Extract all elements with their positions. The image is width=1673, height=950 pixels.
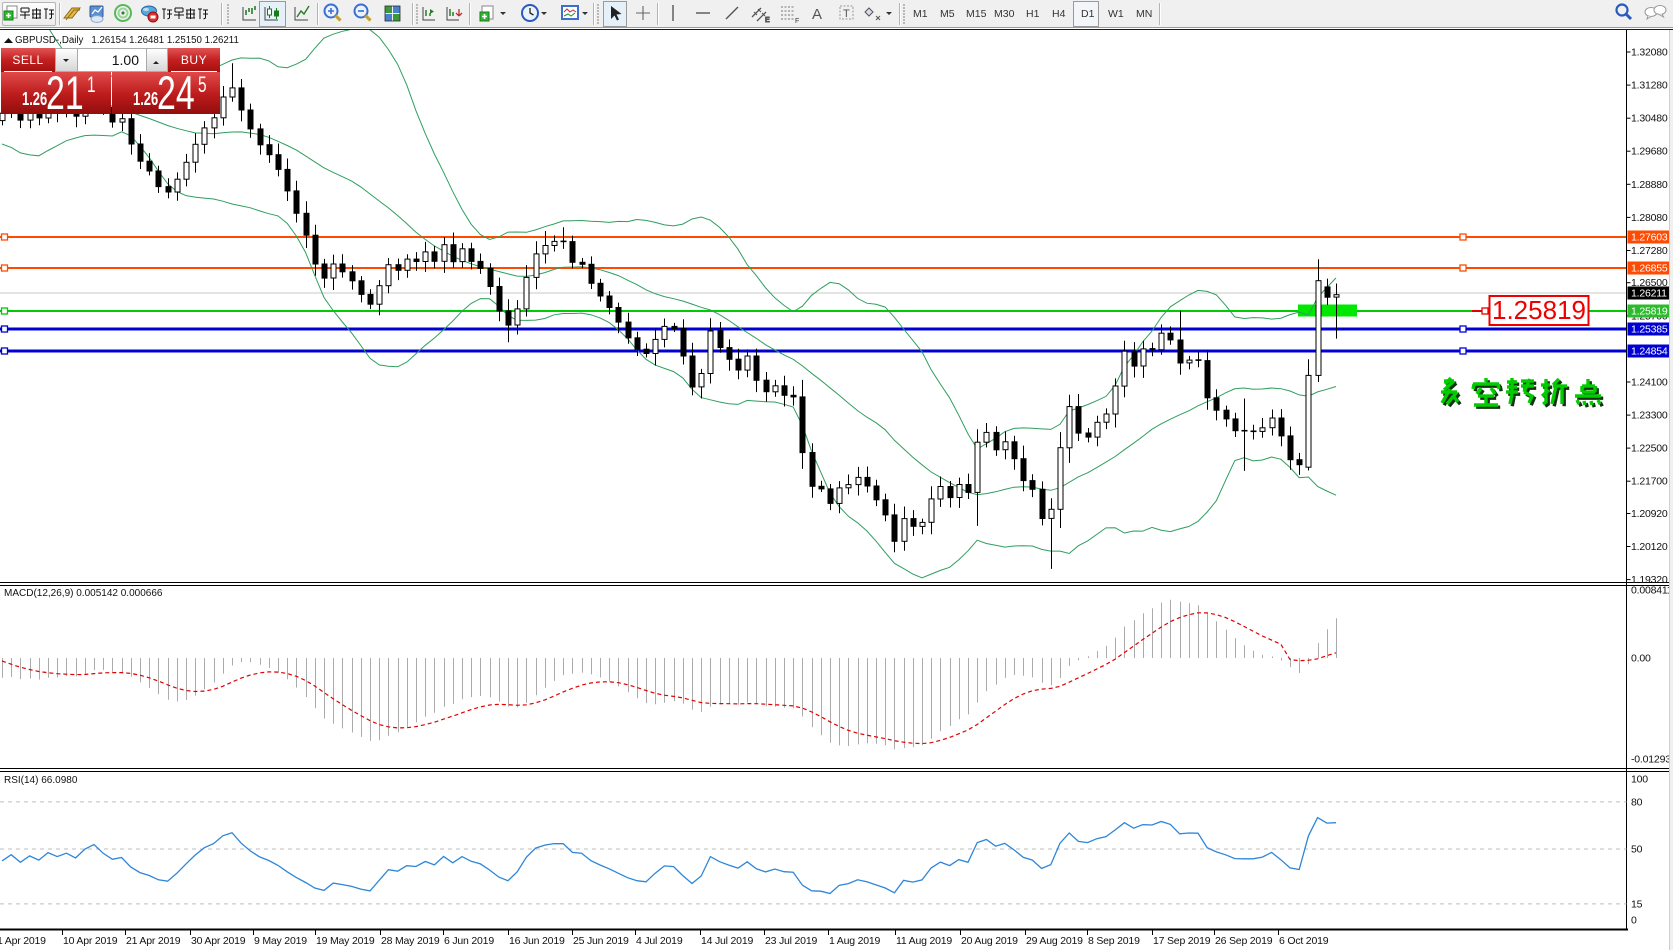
svg-text:F: F xyxy=(795,18,799,25)
svg-text:T: T xyxy=(843,8,850,20)
svg-text:MACD(12,26,9) 0.005142 0.00066: MACD(12,26,9) 0.005142 0.000666 xyxy=(4,588,163,599)
svg-text:28 May 2019: 28 May 2019 xyxy=(381,935,440,947)
svg-text:1.25385: 1.25385 xyxy=(1631,324,1668,336)
svg-text:1.24100: 1.24100 xyxy=(1631,377,1668,389)
svg-text:1.26855: 1.26855 xyxy=(1631,263,1668,275)
svg-text:1.24854: 1.24854 xyxy=(1631,346,1668,358)
svg-text:26 Sep 2019: 26 Sep 2019 xyxy=(1215,935,1273,947)
svg-text:1.25819: 1.25819 xyxy=(1492,295,1586,325)
svg-text:0.008411: 0.008411 xyxy=(1631,585,1673,597)
svg-text:15: 15 xyxy=(1631,899,1643,911)
svg-text:25 Jun 2019: 25 Jun 2019 xyxy=(573,935,629,947)
svg-text:1.29680: 1.29680 xyxy=(1631,146,1668,158)
svg-text:23 Jul 2019: 23 Jul 2019 xyxy=(765,935,817,947)
svg-text:1.22500: 1.22500 xyxy=(1631,443,1668,455)
svg-text:0: 0 xyxy=(1631,915,1637,927)
svg-text:80: 80 xyxy=(1631,797,1643,809)
svg-text:1.23300: 1.23300 xyxy=(1631,410,1668,422)
svg-text:0.00: 0.00 xyxy=(1631,653,1651,665)
svg-text:1.26211: 1.26211 xyxy=(1631,288,1667,300)
svg-text:21 Apr 2019: 21 Apr 2019 xyxy=(126,935,181,947)
svg-text:RSI(14) 66.0980: RSI(14) 66.0980 xyxy=(4,775,78,786)
svg-text:1.25819: 1.25819 xyxy=(1631,306,1668,318)
svg-text:9 May 2019: 9 May 2019 xyxy=(254,935,307,947)
svg-text:30 Apr 2019: 30 Apr 2019 xyxy=(191,935,246,947)
svg-text:16 Jun 2019: 16 Jun 2019 xyxy=(509,935,565,947)
svg-text:1 Aug 2019: 1 Aug 2019 xyxy=(829,935,880,947)
svg-text:6 Jun 2019: 6 Jun 2019 xyxy=(444,935,494,947)
svg-text:8 Sep 2019: 8 Sep 2019 xyxy=(1088,935,1140,947)
svg-text:17 Sep 2019: 17 Sep 2019 xyxy=(1153,935,1211,947)
svg-text:1.30480: 1.30480 xyxy=(1631,113,1668,125)
svg-text:6 Oct 2019: 6 Oct 2019 xyxy=(1279,935,1329,947)
svg-text:14 Jul 2019: 14 Jul 2019 xyxy=(701,935,753,947)
svg-text:11 Aug 2019: 11 Aug 2019 xyxy=(896,935,952,947)
svg-text:1.31280: 1.31280 xyxy=(1631,80,1668,92)
svg-text:1.32080: 1.32080 xyxy=(1631,47,1668,59)
svg-text:100: 100 xyxy=(1631,774,1648,786)
svg-text:E: E xyxy=(765,17,770,24)
svg-text:1.19320: 1.19320 xyxy=(1631,574,1668,586)
svg-text:19 May 2019: 19 May 2019 xyxy=(316,935,375,947)
svg-text:29 Aug 2019: 29 Aug 2019 xyxy=(1026,935,1083,947)
svg-text:1.26500: 1.26500 xyxy=(1631,277,1668,289)
svg-text:1.28880: 1.28880 xyxy=(1631,179,1668,191)
svg-text:-0.012931: -0.012931 xyxy=(1631,754,1673,766)
svg-text:1.20920: 1.20920 xyxy=(1631,508,1668,520)
svg-text:20 Aug 2019: 20 Aug 2019 xyxy=(961,935,1018,947)
svg-text:A: A xyxy=(812,6,822,23)
svg-text:1.21700: 1.21700 xyxy=(1631,476,1668,488)
svg-text:4 Jul 2019: 4 Jul 2019 xyxy=(636,935,683,947)
svg-text:50: 50 xyxy=(1631,844,1643,856)
svg-text:1 Apr 2019: 1 Apr 2019 xyxy=(0,935,46,947)
svg-text:GBPUSD-,Daily 1.26154 1.2648: GBPUSD-,Daily 1.26154 1.26481 1.25150 1.… xyxy=(15,35,239,46)
svg-text:1.27280: 1.27280 xyxy=(1631,245,1668,257)
svg-text:1.27603: 1.27603 xyxy=(1631,232,1668,244)
svg-text:10 Apr 2019: 10 Apr 2019 xyxy=(63,935,118,947)
svg-text:1.20120: 1.20120 xyxy=(1631,541,1668,553)
svg-text:1.28080: 1.28080 xyxy=(1631,212,1668,224)
